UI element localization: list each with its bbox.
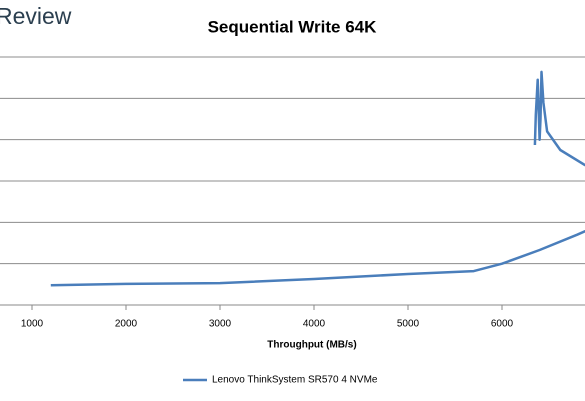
x-tick-label: 3000 xyxy=(209,319,232,330)
chart-title: Sequential Write 64K xyxy=(208,17,378,36)
x-tick-label: 1000 xyxy=(21,319,44,330)
logo: Review xyxy=(0,3,72,29)
legend-label: Lenovo ThinkSystem SR570 4 NVMe xyxy=(212,375,378,386)
x-tick-label: 5000 xyxy=(397,319,420,330)
x-axis-title: Throughput (MB/s) xyxy=(267,340,356,351)
series-line xyxy=(50,70,585,287)
x-tick-label: 4000 xyxy=(303,319,326,330)
x-tick-label: 6000 xyxy=(491,319,514,330)
x-tick-label: 2000 xyxy=(115,319,138,330)
